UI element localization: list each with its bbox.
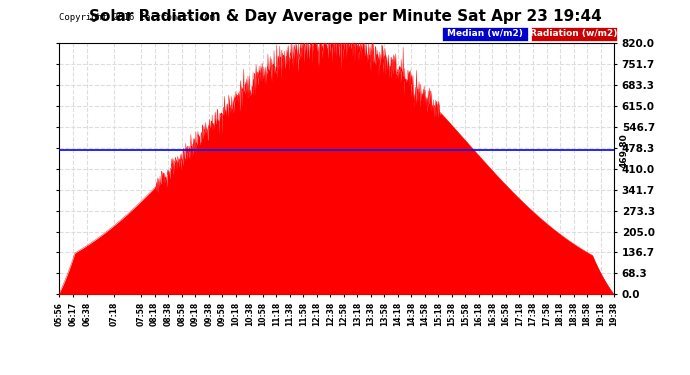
Text: 469.80: 469.80 <box>620 133 629 168</box>
Text: Solar Radiation & Day Average per Minute Sat Apr 23 19:44: Solar Radiation & Day Average per Minute… <box>88 9 602 24</box>
Text: Copyright 2016 Cartronics.com: Copyright 2016 Cartronics.com <box>59 13 215 22</box>
Bar <box>442 27 528 40</box>
Text: Median (w/m2): Median (w/m2) <box>447 29 523 38</box>
Bar <box>531 27 617 40</box>
Text: Radiation (w/m2): Radiation (w/m2) <box>530 29 618 38</box>
